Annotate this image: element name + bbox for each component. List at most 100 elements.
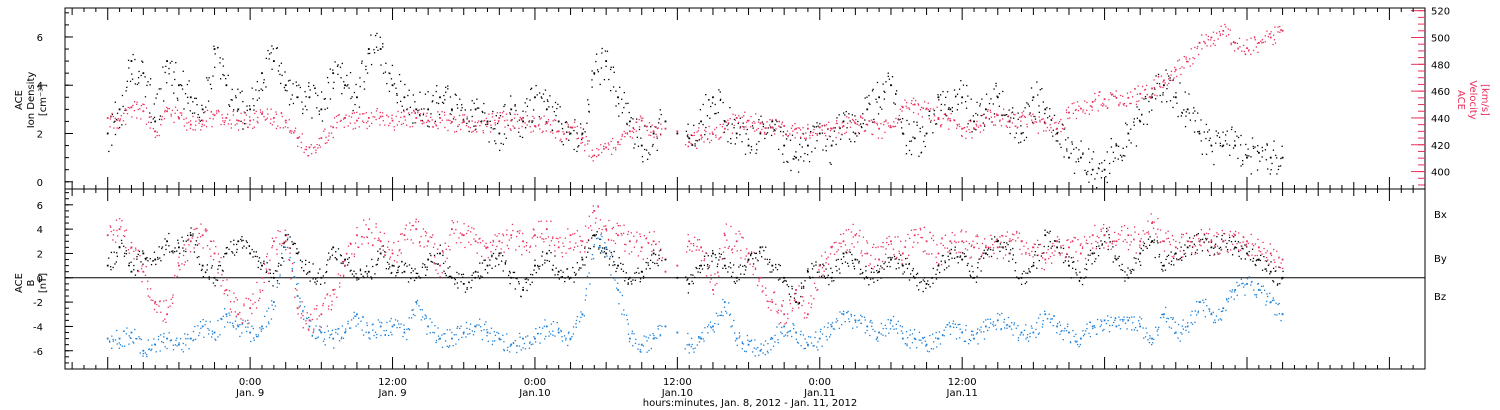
data-dot — [455, 343, 457, 345]
data-dot — [802, 127, 804, 129]
data-dot — [260, 330, 262, 332]
data-dot — [483, 119, 486, 122]
data-dot — [1209, 137, 1211, 139]
data-dot — [1020, 141, 1022, 143]
data-dot — [385, 251, 387, 254]
data-point-by — [1246, 282, 1248, 285]
data-dot — [206, 264, 209, 266]
data-dot — [1034, 120, 1036, 123]
data-dot — [1150, 94, 1153, 96]
data-dot — [455, 130, 458, 133]
data-dot — [1028, 270, 1030, 272]
data-dot — [291, 241, 293, 243]
data-dot — [955, 127, 958, 129]
data-dot — [1277, 168, 1280, 171]
data-dot — [1219, 33, 1222, 35]
data-dot — [1152, 93, 1154, 95]
data-dot — [589, 247, 592, 250]
data-dot — [524, 102, 526, 104]
data-dot — [903, 271, 906, 273]
data-dot — [1028, 114, 1030, 116]
data-dot — [259, 109, 262, 111]
data-dot — [1204, 42, 1206, 45]
data-dot — [114, 263, 116, 265]
data-dot — [714, 113, 716, 115]
data-dot — [442, 102, 445, 104]
data-dot — [1088, 113, 1090, 115]
data-dot — [861, 272, 863, 275]
data-dot — [1057, 322, 1059, 325]
data-point-ion-density — [189, 96, 192, 99]
data-dot — [965, 107, 968, 109]
data-dot — [750, 115, 752, 118]
data-dot — [172, 294, 174, 296]
data-dot — [951, 257, 953, 259]
data-dot — [750, 340, 752, 342]
data-dot — [409, 106, 411, 109]
data-dot — [703, 264, 706, 266]
data-dot — [608, 264, 611, 266]
data-dot — [222, 279, 224, 282]
data-dot — [1170, 74, 1172, 76]
data-dot — [716, 265, 718, 268]
data-dot — [459, 98, 461, 100]
data-dot — [109, 266, 112, 268]
data-dot — [920, 281, 922, 283]
data-dot — [498, 263, 500, 266]
data-dot — [375, 223, 377, 225]
data-dot — [267, 272, 270, 274]
data-dot — [1064, 327, 1066, 330]
data-point-ion-density — [261, 72, 263, 75]
data-dot — [741, 348, 743, 350]
data-dot — [652, 249, 655, 251]
data-point-velocity — [1020, 115, 1023, 118]
data-dot — [901, 326, 903, 328]
data-dot — [548, 335, 550, 337]
data-dot — [129, 336, 131, 339]
data-dot — [496, 112, 498, 114]
data-dot — [314, 146, 316, 148]
data-dot — [513, 271, 516, 274]
data-dot — [324, 128, 326, 130]
data-dot — [1158, 83, 1161, 85]
data-dot — [196, 256, 198, 259]
data-dot — [1124, 280, 1126, 282]
data-dot — [809, 277, 811, 279]
data-dot — [992, 249, 994, 251]
data-dot — [179, 268, 181, 271]
data-point-velocity — [700, 134, 702, 137]
data-dot — [264, 315, 266, 318]
data-dot — [368, 218, 371, 220]
data-dot — [916, 272, 919, 275]
data-dot — [132, 53, 134, 56]
data-dot — [347, 322, 349, 325]
data-dot — [912, 275, 915, 277]
data-dot — [1112, 246, 1114, 248]
data-dot — [394, 319, 397, 321]
data-dot — [1002, 90, 1004, 93]
data-dot — [160, 311, 162, 313]
data-dot — [642, 277, 645, 279]
data-dot — [275, 127, 278, 130]
data-dot — [346, 74, 348, 77]
data-point-ion-density — [237, 108, 240, 111]
data-dot — [349, 270, 351, 272]
data-dot — [342, 274, 345, 276]
data-dot — [779, 264, 781, 267]
data-point-by — [747, 343, 750, 346]
data-point-velocity — [925, 107, 928, 110]
data-dot — [1042, 118, 1044, 120]
data-dot — [220, 257, 222, 259]
data-dot — [578, 269, 580, 271]
data-dot — [1277, 31, 1279, 33]
data-dot — [841, 126, 844, 128]
data-dot — [1238, 284, 1241, 286]
data-dot — [965, 255, 967, 257]
data-dot — [379, 36, 381, 38]
data-dot — [516, 278, 518, 280]
data-dot — [1105, 176, 1107, 178]
data-dot — [938, 99, 940, 101]
data-dot — [1274, 26, 1276, 28]
data-dot — [828, 283, 830, 286]
data-dot — [365, 122, 368, 124]
